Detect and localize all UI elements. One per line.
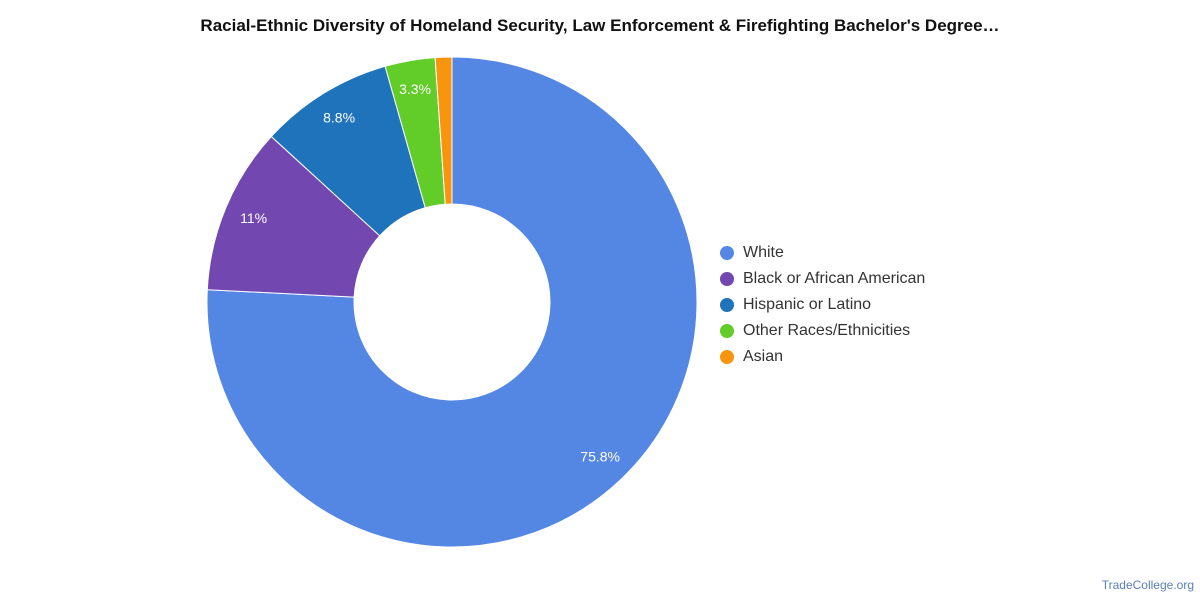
- legend-swatch: [720, 350, 734, 364]
- legend-swatch: [720, 246, 734, 260]
- chart-title: Racial-Ethnic Diversity of Homeland Secu…: [200, 16, 1000, 35]
- slice-label: 3.3%: [399, 81, 431, 97]
- slice-white[interactable]: [206, 56, 698, 548]
- slice-label: 11%: [240, 210, 267, 226]
- legend-item[interactable]: Hispanic or Latino: [720, 292, 925, 318]
- legend-label: Hispanic or Latino: [743, 296, 872, 313]
- legend-swatch: [720, 298, 734, 312]
- legend-swatch: [720, 324, 734, 338]
- legend-label: Asian: [743, 348, 784, 365]
- legend-swatch: [720, 272, 734, 286]
- legend-label: Other Races/Ethnicities: [743, 322, 911, 339]
- slice-label: 8.8%: [323, 110, 355, 126]
- legend-label: White: [743, 244, 784, 261]
- source-credit[interactable]: TradeCollege.org: [1101, 578, 1194, 592]
- legend-item[interactable]: White: [720, 240, 925, 266]
- slice-label: 75.8%: [580, 449, 620, 465]
- legend-item[interactable]: Asian: [720, 344, 925, 370]
- slice-asian[interactable]: [434, 56, 453, 205]
- legend-label: Black or African American: [743, 270, 926, 287]
- legend-item[interactable]: Black or African American: [720, 266, 925, 292]
- legend-item[interactable]: Other Races/Ethnicities: [720, 318, 925, 344]
- legend: White Black or African American Hispanic o…: [720, 240, 925, 370]
